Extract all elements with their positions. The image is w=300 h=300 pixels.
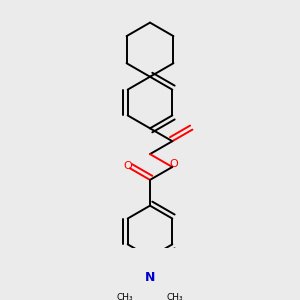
Text: N: N: [145, 271, 155, 284]
Text: CH₃: CH₃: [117, 293, 134, 300]
Text: CH₃: CH₃: [167, 293, 183, 300]
Text: O: O: [169, 159, 178, 170]
Text: O: O: [123, 161, 132, 171]
